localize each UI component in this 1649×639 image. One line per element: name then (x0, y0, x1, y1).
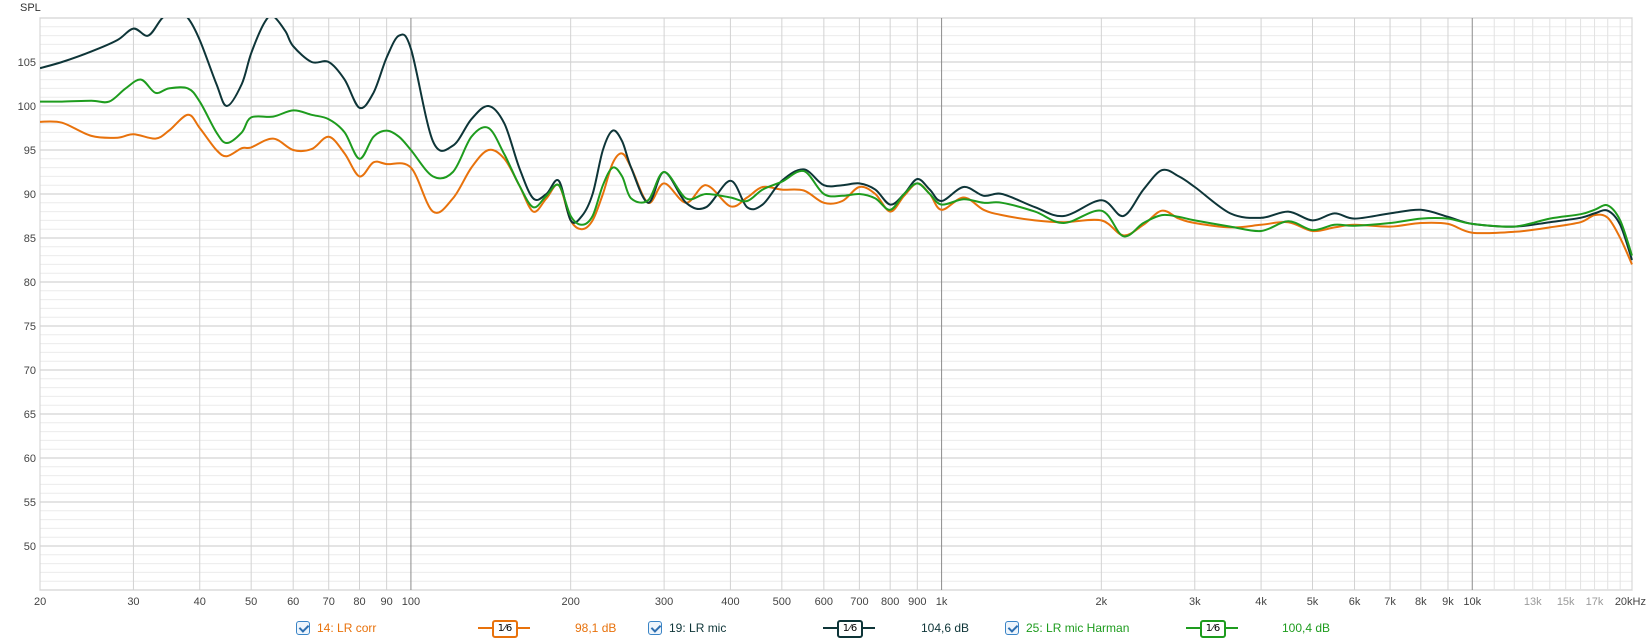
smoothing-label: 1⁄6 (492, 620, 518, 638)
x-tick-label: 2k (1096, 596, 1108, 608)
smoothing-button-lr-mic-harman[interactable]: 1⁄6 (1186, 620, 1238, 638)
legend-bar: 14: LR corr 1⁄6 98,1 dB 19: LR mic 1⁄6 1… (0, 617, 1649, 639)
x-tick-label: 20 (34, 596, 46, 608)
y-tick-label: 90 (24, 189, 36, 201)
x-tick-label: 40 (194, 596, 206, 608)
x-tick-label: 7k (1384, 596, 1396, 608)
legend-toggle-lr-mic-harman[interactable]: 25: LR mic Harman (1005, 617, 1129, 639)
x-tick-label: 17k (1586, 596, 1604, 608)
x-tick-label: 3k (1189, 596, 1201, 608)
smoothing-label: 1⁄6 (1200, 620, 1226, 638)
x-tick-label: 9k (1442, 596, 1454, 608)
x-tick-label: 13k (1524, 596, 1542, 608)
legend-level: 100,4 dB (1282, 621, 1331, 635)
smoothing-label: 1⁄6 (837, 620, 863, 638)
series-line-1 (40, 113, 1633, 265)
legend-level-lr-mic: 104,6 dB (921, 617, 969, 639)
x-tick-label: 100 (402, 596, 420, 608)
smoothing-button-lr-corr[interactable]: 1⁄6 (478, 620, 530, 638)
x-tick-label: 70 (323, 596, 335, 608)
x-tick-label: 600 (815, 596, 833, 608)
y-axis-ticks: 50 55 60 65 70 75 80 85 90 95 100 105 (18, 57, 36, 553)
chart-series (40, 18, 1633, 265)
x-tick-label: 700 (850, 596, 868, 608)
y-tick-label: 70 (24, 365, 36, 377)
legend-name: 14: LR corr (317, 621, 377, 635)
x-tick-label: 200 (561, 596, 579, 608)
checkbox-icon[interactable] (296, 621, 310, 635)
x-tick-label: 6k (1349, 596, 1361, 608)
y-tick-label: 95 (24, 145, 36, 157)
legend-toggle-lr-mic[interactable]: 19: LR mic (648, 617, 726, 639)
x-tick-label: 900 (908, 596, 926, 608)
y-tick-label: 50 (24, 541, 36, 553)
legend-level-lr-mic-harman: 100,4 dB (1282, 617, 1330, 639)
x-tick-label: 5k (1307, 596, 1319, 608)
y-axis-label: SPL (20, 2, 41, 14)
plot-frame (39, 17, 1633, 591)
x-tick-label: 10k (1463, 596, 1481, 608)
x-tick-label: 50 (245, 596, 257, 608)
legend-level: 104,6 dB (921, 621, 970, 635)
checkbox-icon[interactable] (648, 621, 662, 635)
y-tick-label: 55 (24, 497, 36, 509)
legend-toggle-lr-corr[interactable]: 14: LR corr (296, 617, 376, 639)
y-tick-label: 105 (18, 57, 36, 69)
y-tick-label: 85 (24, 233, 36, 245)
y-tick-label: 75 (24, 321, 36, 333)
y-tick-label: 65 (24, 409, 36, 421)
y-tick-label: 80 (24, 277, 36, 289)
x-tick-label: 4k (1255, 596, 1267, 608)
y-tick-label: 100 (18, 101, 36, 113)
x-tick-label: 20kHz (1615, 596, 1646, 608)
x-tick-label: 80 (353, 596, 365, 608)
x-tick-label: 15k (1557, 596, 1575, 608)
legend-level-lr-corr: 98,1 dB (575, 617, 616, 639)
x-tick-label: 800 (881, 596, 899, 608)
spl-chart: SPL 50 55 60 65 70 75 80 85 90 95 100 105 20 30 40 50 6… (18, 2, 1646, 608)
x-axis-ticks: 20 30 40 50 60 70 80 90 100 200 300 400 500 600 700 800… (34, 596, 1646, 608)
x-tick-label: 500 (773, 596, 791, 608)
x-tick-label: 30 (127, 596, 139, 608)
x-tick-label: 90 (381, 596, 393, 608)
smoothing-button-lr-mic[interactable]: 1⁄6 (823, 620, 875, 638)
x-tick-label: 8k (1415, 596, 1427, 608)
x-tick-label: 1k (936, 596, 948, 608)
x-tick-label: 60 (287, 596, 299, 608)
x-tick-label: 400 (721, 596, 739, 608)
x-tick-label: 300 (655, 596, 673, 608)
legend-level: 98,1 dB (575, 621, 617, 635)
checkbox-icon[interactable] (1005, 621, 1019, 635)
legend-name: 25: LR mic Harman (1026, 621, 1130, 635)
y-tick-label: 60 (24, 453, 36, 465)
legend-name: 19: LR mic (669, 621, 727, 635)
series-line-3 (40, 78, 1633, 256)
chart-grid (39, 17, 1633, 591)
